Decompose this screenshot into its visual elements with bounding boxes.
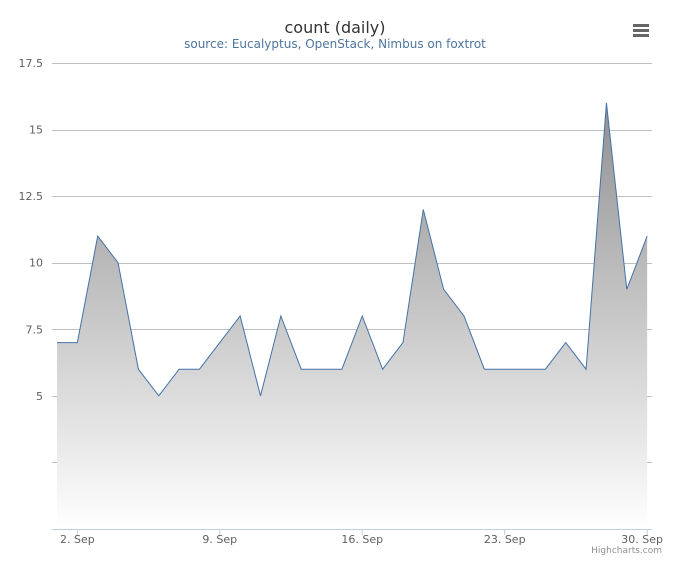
- y-tick-label: 12.5: [19, 190, 44, 203]
- y-tick-label: 17.5: [19, 57, 44, 70]
- credits-link[interactable]: Highcharts.com: [591, 546, 662, 556]
- x-tick-label: 30. Sep: [621, 533, 663, 546]
- x-tick-label: 9. Sep: [202, 533, 237, 546]
- x-tick-label: 23. Sep: [484, 533, 526, 546]
- y-axis-ticks: 17.5 15 12.5 10 7.5 5: [19, 57, 44, 403]
- y-tick-label: 5: [36, 390, 43, 403]
- x-axis: 2. Sep 9. Sep 16. Sep 23. Sep 30. Sep: [52, 529, 663, 546]
- hamburger-menu-icon[interactable]: [632, 22, 650, 38]
- chart-subtitle: source: Eucalyptus, OpenStack, Nimbus on…: [184, 37, 486, 51]
- series-area-fill: [57, 102, 648, 529]
- y-tick-label: 10: [29, 257, 43, 270]
- y-tick-label: 15: [29, 124, 43, 137]
- chart-title: count (daily): [284, 18, 385, 37]
- x-tick-label: 16. Sep: [341, 533, 383, 546]
- series-area: [57, 102, 648, 529]
- x-tick-label: 2. Sep: [60, 533, 95, 546]
- y-tick-label: 7.5: [26, 323, 44, 336]
- series-line: [57, 102, 648, 397]
